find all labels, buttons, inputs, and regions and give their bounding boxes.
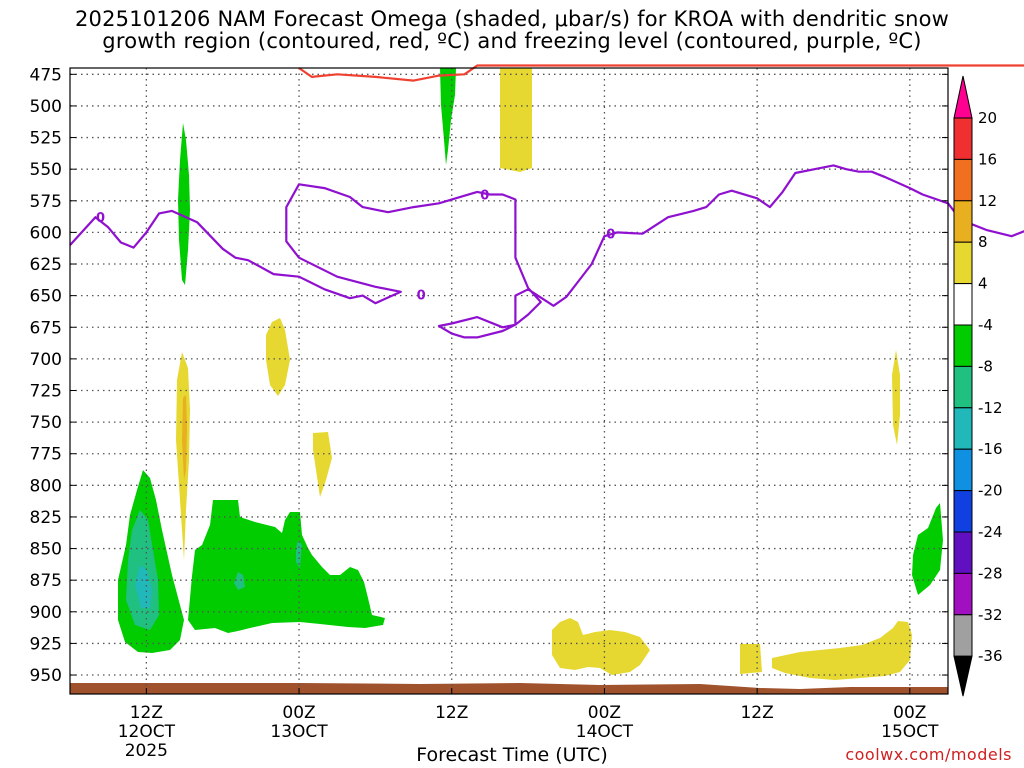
colorbar-swatch-10 — [953, 490, 973, 533]
colorbar-label--4: -4 — [978, 316, 993, 334]
y-tick-label-725: 725 — [30, 381, 62, 401]
colorbar-swatch-2 — [953, 158, 973, 202]
omega-pos-925-right-a — [740, 644, 762, 674]
x-tick-label-h12: 12Z — [130, 703, 163, 723]
freezing-level-contour — [69, 164, 1024, 339]
omega-neg-core2-12z12oct — [135, 565, 152, 608]
omega-neg-region-00z13oct — [188, 500, 385, 633]
y-tick-label-475: 475 — [30, 65, 62, 85]
chart-grid — [70, 68, 948, 694]
colorbar-swatch-6 — [953, 324, 973, 367]
omega-neg-upper-mid — [440, 68, 456, 165]
colorbar-swatch-9 — [953, 448, 973, 492]
x-tick-label-h60: 12Z — [740, 703, 773, 723]
colorbar-swatch-13 — [953, 614, 973, 657]
omega-neg-upper-left — [178, 123, 190, 285]
omega-neg-lower-right — [912, 503, 943, 595]
y-tick-label-950: 950 — [30, 666, 62, 686]
colorbar-label--12: -12 — [978, 399, 1003, 417]
freezing-level-label-2: 0 — [480, 188, 489, 203]
colorbar-swatch-12 — [953, 572, 973, 616]
omega-shading — [118, 68, 943, 680]
y-tick-label-900: 900 — [30, 603, 62, 623]
colorbar-label--16: -16 — [978, 440, 1003, 458]
colorbar-label--28: -28 — [978, 564, 1003, 582]
colorbar-label-16: 16 — [978, 150, 997, 168]
colorbar-label--36: -36 — [978, 647, 1003, 665]
colorbar-label-20: 20 — [978, 109, 997, 127]
colorbar-label--32: -32 — [978, 606, 1003, 624]
chart-title: 2025101206 NAM Forecast Omega (shaded, μ… — [0, 8, 1024, 52]
x-tick-label-h72: 00Z — [893, 703, 926, 723]
freezing-level-label-3: 0 — [606, 228, 615, 243]
omega-neg-spot-a — [234, 572, 245, 590]
freezing-level-label-1: 0 — [417, 288, 426, 303]
plot-frame — [69, 67, 949, 695]
dendritic-growth-zone-contour — [298, 64, 1024, 82]
colorbar-swatch-3 — [953, 200, 973, 243]
y-tick-label-800: 800 — [30, 476, 62, 496]
y-tick-label-750: 750 — [30, 413, 62, 433]
freezing-level-labels: 0 0 0 0 — [96, 188, 615, 303]
y-tick-label-575: 575 — [30, 192, 62, 212]
x-tick-date-h12: 12OCT — [118, 722, 176, 742]
y-tick-label-925: 925 — [30, 634, 62, 654]
y-axis: 475 500 525 550 575 600 625 650 675 700 725 750 775 8… — [30, 65, 948, 686]
colorbar-label--8: -8 — [978, 357, 993, 375]
chart-title-line-1: 2025101206 NAM Forecast Omega (shaded, μ… — [74, 7, 950, 31]
y-tick-label-875: 875 — [30, 571, 62, 591]
omega-neg-spot-b — [296, 540, 302, 568]
watermark-link[interactable]: coolwx.com/models — [845, 745, 1012, 764]
y-tick-label-525: 525 — [30, 129, 62, 149]
omega-pos-upper-mid — [500, 68, 532, 172]
y-tick-label-700: 700 — [30, 350, 62, 370]
omega-pos-left-strip-core — [182, 395, 187, 480]
x-tick-year-h12: 2025 — [125, 741, 168, 761]
x-tick-date-h48: 14OCT — [576, 722, 634, 742]
y-tick-label-775: 775 — [30, 445, 62, 465]
y-tick-label-825: 825 — [30, 508, 62, 528]
colorbar-swatch-7 — [953, 365, 973, 409]
x-axis-label: Forecast Time (UTC) — [416, 744, 608, 766]
y-tick-label-550: 550 — [30, 160, 62, 180]
x-tick-date-h72: 15OCT — [881, 722, 939, 742]
freezing-level-label-0: 0 — [96, 211, 105, 226]
y-tick-label-500: 500 — [30, 97, 62, 117]
omega-pos-925-mid — [552, 618, 650, 675]
colorbar-swatch-5 — [953, 283, 973, 326]
colorbar-label-8: 8 — [978, 233, 988, 251]
colorbar-swatch-8 — [953, 407, 973, 450]
colorbar-label-12: 12 — [978, 192, 997, 210]
x-tick-label-h24: 00Z — [282, 703, 315, 723]
y-tick-label-675: 675 — [30, 318, 62, 338]
omega-pos-650 — [266, 318, 290, 396]
chart-title-line-2: growth region (contoured, red, ºC) and f… — [102, 29, 922, 53]
omega-pos-695-right — [892, 350, 900, 445]
y-tick-label-850: 850 — [30, 540, 62, 560]
omega-colorbar: 20 16 12 8 4 -4 -8 -12 -16 -20 -24 -28 -32 -36 — [953, 75, 1003, 697]
x-tick-label-h36: 12Z — [435, 703, 468, 723]
omega-pos-745 — [313, 432, 332, 497]
omega-pos-925-right-b — [772, 621, 912, 680]
y-tick-label-625: 625 — [30, 255, 62, 275]
colorbar-swatch-4 — [953, 241, 973, 285]
colorbar-label--24: -24 — [978, 523, 1003, 541]
colorbar-label-4: 4 — [978, 275, 988, 293]
colorbar-top-arrow — [953, 75, 973, 119]
y-tick-label-650: 650 — [30, 287, 62, 307]
colorbar-bottom-arrow — [953, 655, 973, 697]
colorbar-swatch-11 — [953, 531, 973, 574]
y-tick-label-600: 600 — [30, 223, 62, 243]
colorbar-label--20: -20 — [978, 482, 1003, 500]
terrain-strip — [70, 683, 948, 694]
colorbar-swatch-1 — [953, 117, 973, 160]
x-tick-date-h24: 13OCT — [270, 722, 328, 742]
x-tick-label-h48: 00Z — [588, 703, 621, 723]
